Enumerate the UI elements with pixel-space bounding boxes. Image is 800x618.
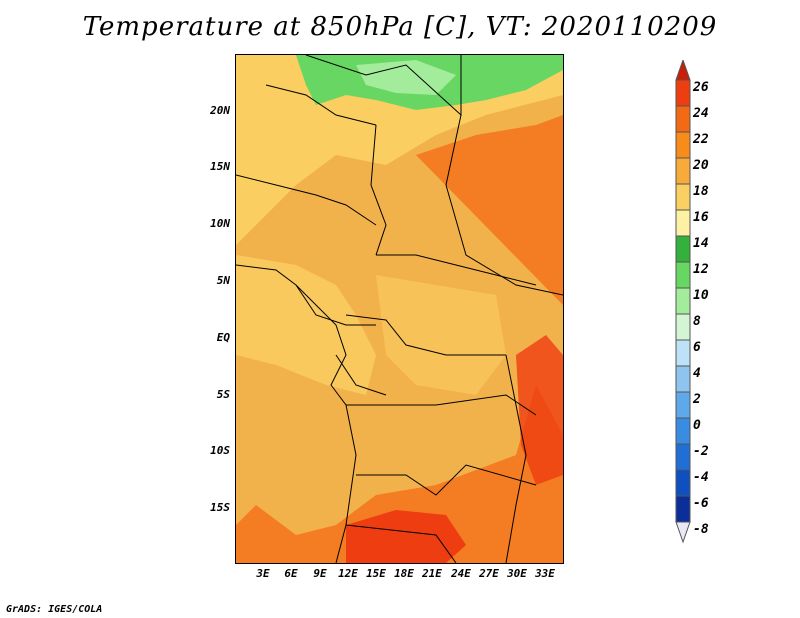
colorbar-label-16: 16 — [693, 210, 709, 225]
colorbar-segment — [675, 391, 691, 419]
colorbar-segment — [675, 443, 691, 471]
red-east-region — [516, 335, 563, 485]
colorbar-segment — [675, 261, 691, 289]
lon-label-24e: 24E — [451, 567, 471, 580]
map-title: Temperature at 850hPa [C], VT: 202011020… — [82, 12, 718, 42]
colorbar-segment — [675, 339, 691, 367]
lon-label-6e: 6E — [284, 567, 298, 580]
lat-label-15n: 15N — [210, 160, 230, 173]
colorbar-label-14: 14 — [693, 236, 709, 251]
colorbar-label-10: 10 — [693, 288, 709, 303]
colorbar-segment — [675, 469, 691, 497]
lat-label-5s: 5S — [216, 388, 230, 401]
lat-label-5n: 5N — [216, 274, 230, 287]
lon-label-12e: 12E — [338, 567, 358, 580]
lat-label-10s: 10S — [210, 444, 230, 457]
colorbar-label-8: 8 — [693, 314, 701, 329]
colorbar-label-22: 22 — [693, 132, 709, 147]
light-green-region — [356, 60, 456, 95]
colorbar-segment — [675, 313, 691, 341]
pale-congo-region — [376, 275, 506, 395]
colorbar-segment — [675, 105, 691, 133]
lon-label-30e: 30E — [507, 567, 527, 580]
lon-label-9e: 9E — [313, 567, 327, 580]
pale-west-region — [236, 255, 376, 395]
colorbar-label-neg6: -6 — [693, 496, 709, 511]
colorbar-label-neg2: -2 — [693, 444, 709, 459]
colorbar-segment — [675, 495, 691, 523]
colorbar-label-4: 4 — [693, 366, 701, 381]
colorbar-segment — [675, 183, 691, 211]
red-south-region — [346, 510, 466, 563]
temperature-field — [236, 55, 563, 563]
colorbar-segment — [675, 131, 691, 159]
colorbar-label-12: 12 — [693, 262, 709, 277]
colorbar-label-0: 0 — [693, 418, 701, 433]
lon-label-15e: 15E — [366, 567, 386, 580]
colorbar-segment — [675, 209, 691, 237]
colorbar-label-24: 24 — [693, 106, 709, 121]
colorbar-label-2: 2 — [693, 392, 701, 407]
lat-label-15s: 15S — [210, 501, 230, 514]
deep-orange-region — [236, 115, 563, 563]
lon-label-18e: 18E — [394, 567, 414, 580]
colorbar-segment — [675, 235, 691, 263]
colorbar-top-arrow — [675, 60, 691, 81]
lat-label-10n: 10N — [210, 217, 230, 230]
lon-label-3e: 3E — [256, 567, 270, 580]
lon-label-21e: 21E — [422, 567, 442, 580]
colorbar-label-20: 20 — [693, 158, 709, 173]
temperature-map — [235, 54, 564, 564]
country-borders — [236, 55, 563, 563]
colorbar-label-18: 18 — [693, 184, 709, 199]
colorbar-segment — [675, 365, 691, 393]
lon-label-33e: 33E — [535, 567, 555, 580]
colorbar-label-neg4: -4 — [693, 470, 709, 485]
lat-label-20n: 20N — [210, 104, 230, 117]
colorbar-label-neg8: -8 — [693, 522, 709, 537]
colorbar-segment — [675, 79, 691, 107]
colorbar-bottom-arrow — [675, 521, 691, 544]
lon-label-27e: 27E — [479, 567, 499, 580]
lat-label-eq: EQ — [216, 331, 230, 344]
colorbar-segment — [675, 157, 691, 185]
colorbar-label-6: 6 — [693, 340, 701, 355]
footer-credit: GrADS: IGES/COLA — [6, 604, 103, 615]
colorbar-label-26: 26 — [693, 80, 709, 95]
colorbar — [675, 60, 691, 544]
colorbar-segment — [675, 417, 691, 445]
colorbar-segment — [675, 287, 691, 315]
